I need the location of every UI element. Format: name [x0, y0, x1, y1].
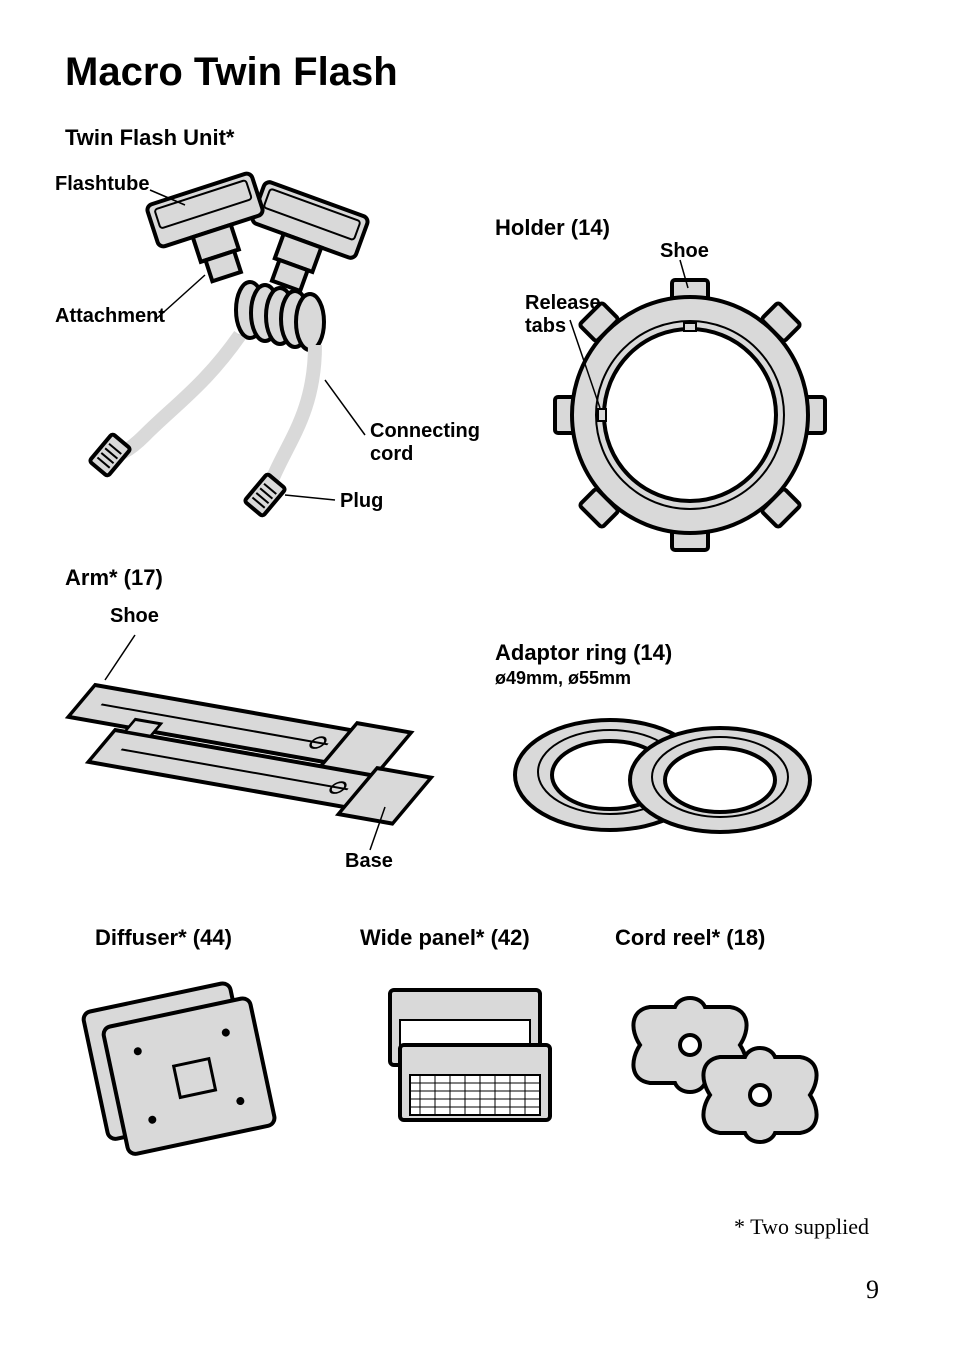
- arm-shoe-label: Shoe: [110, 605, 159, 628]
- twin-flash-diagram: Flashtube Attachment Connecting cord Plu…: [55, 155, 465, 545]
- flashtube-label: Flashtube: [55, 173, 149, 196]
- arm-heading: Arm* (17): [65, 565, 163, 591]
- arm-diagram: Shoe Base: [55, 595, 465, 885]
- holder-heading: Holder (14): [495, 215, 610, 241]
- diffuser-heading: Diffuser* (44): [95, 925, 232, 951]
- arm-base-label: Base: [345, 850, 393, 873]
- page-title: Macro Twin Flash: [65, 50, 889, 95]
- holder-diagram: Shoe Release tabs: [480, 240, 880, 560]
- holder-shoe-label: Shoe: [660, 240, 709, 263]
- wide-panel-diagram: [345, 975, 575, 1165]
- plug-label: Plug: [340, 490, 383, 513]
- twin-flash-heading: Twin Flash Unit*: [65, 125, 234, 151]
- wide-panel-heading: Wide panel* (42): [360, 925, 530, 951]
- adaptor-diagram: [500, 700, 820, 850]
- page-number: 9: [866, 1275, 879, 1305]
- diffuser-diagram: [70, 970, 300, 1170]
- footnote: * Two supplied: [734, 1214, 869, 1240]
- adaptor-heading-block: Adaptor ring (14) ø49mm, ø55mm: [495, 640, 672, 689]
- cord-reel-diagram: [605, 985, 835, 1155]
- release-tabs-label: Release tabs: [525, 292, 615, 338]
- connecting-cord-label: Connecting cord: [370, 420, 480, 466]
- adaptor-heading: Adaptor ring (14): [495, 640, 672, 666]
- adaptor-sub: ø49mm, ø55mm: [495, 668, 672, 689]
- attachment-label: Attachment: [55, 305, 165, 328]
- cord-reel-heading: Cord reel* (18): [615, 925, 765, 951]
